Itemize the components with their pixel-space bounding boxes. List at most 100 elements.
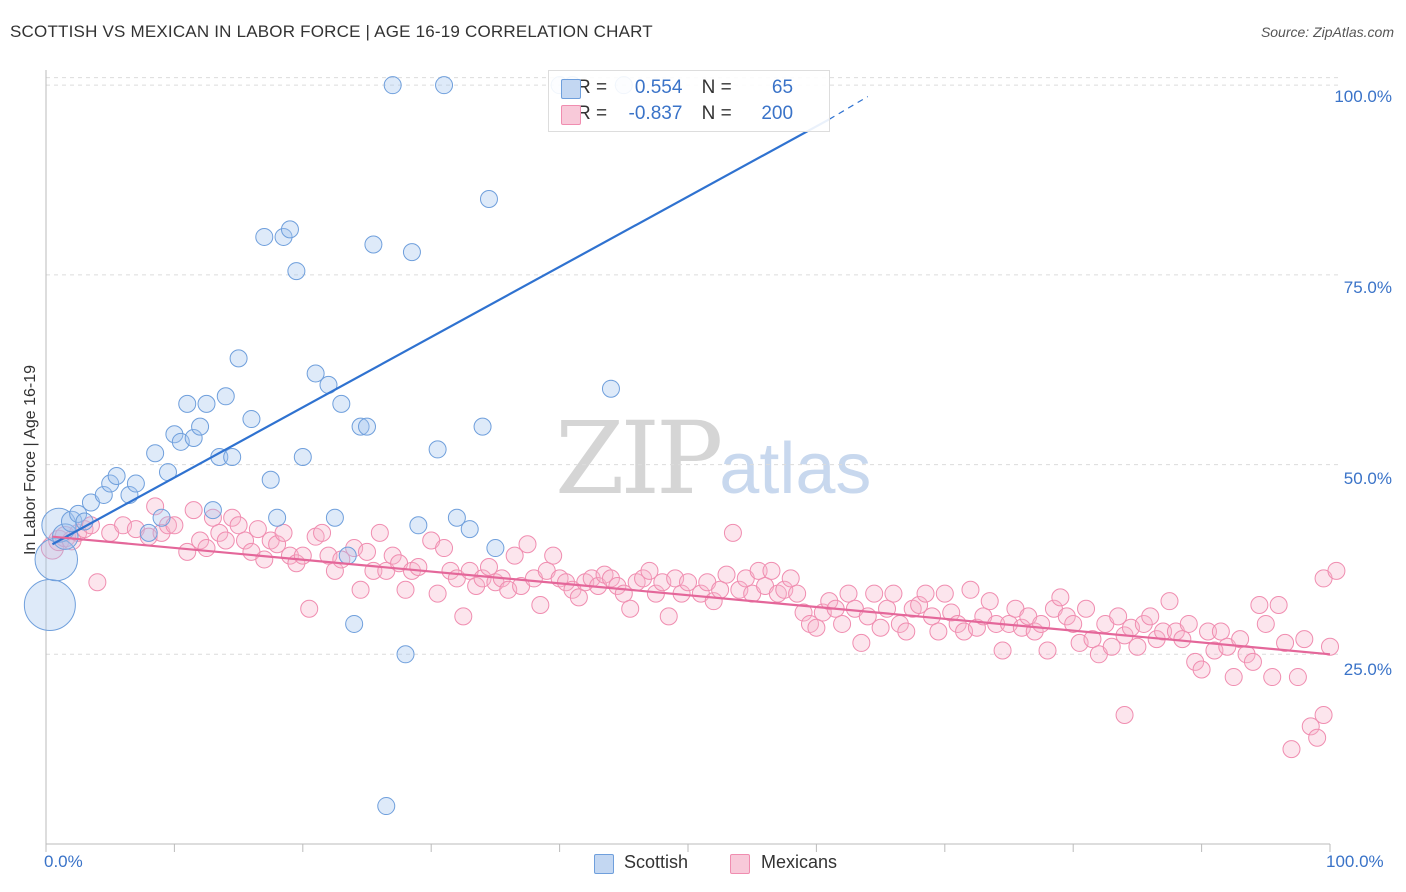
mexican-point	[1211, 622, 1230, 641]
mexican-point	[1276, 633, 1295, 652]
scottish-point	[402, 243, 421, 262]
mexican-point	[608, 577, 627, 595]
scottish-point	[165, 425, 184, 444]
mexican-point	[1032, 614, 1051, 633]
scottish-point	[216, 387, 235, 406]
mexican-point	[191, 531, 210, 550]
mexican-point	[1077, 599, 1096, 618]
mexicans-swatch	[561, 105, 581, 125]
mexican-point	[1115, 706, 1134, 724]
x-tick-label-max: 100.0%	[1326, 852, 1384, 871]
scottish-point	[460, 520, 479, 539]
mexican-point	[300, 599, 319, 618]
mexican-point	[833, 614, 852, 633]
mexican-point	[358, 542, 376, 561]
mexican-point	[1288, 668, 1307, 687]
mexican-point	[621, 599, 640, 618]
mexican-point	[659, 607, 678, 626]
mexican-point	[1057, 607, 1076, 626]
mexican-point	[865, 584, 884, 603]
mexican-point	[454, 607, 473, 626]
r-value: 0.554	[634, 77, 683, 98]
mexican-point	[634, 569, 653, 588]
mexican-point	[409, 558, 428, 577]
scottish-point	[101, 474, 120, 493]
mexican-point	[236, 531, 255, 550]
mexican-point	[210, 523, 229, 542]
mexican-point	[313, 523, 332, 542]
y-tick-label-50: 50.0%	[1343, 469, 1392, 488]
legend-row-scottish: R = 0.554 N = 65	[561, 77, 793, 99]
mexican-point	[839, 584, 858, 603]
mexican-point	[749, 561, 768, 580]
mexican-point	[435, 539, 454, 558]
mexican-point	[1186, 652, 1205, 671]
mexican-point	[1282, 740, 1301, 759]
mexican-point	[993, 641, 1012, 660]
mexican-point	[781, 569, 800, 588]
scottish-point	[364, 235, 383, 254]
mexican-point	[467, 577, 486, 595]
mexican-point	[717, 565, 736, 584]
scottish-point	[197, 394, 216, 413]
mexican-point	[788, 584, 807, 603]
r-label: R =	[577, 103, 608, 124]
mexican-point	[203, 508, 222, 527]
mexican-point	[820, 592, 839, 611]
mexican-point	[679, 573, 697, 592]
mexican-point	[871, 618, 890, 637]
scottish-point	[479, 190, 498, 208]
scottish-point	[223, 448, 242, 466]
mexican-point	[1051, 588, 1070, 607]
scottish-point	[351, 417, 370, 436]
mexican-point	[370, 523, 389, 542]
mexican-point	[268, 535, 287, 554]
source-label: Source: ZipAtlas.com	[1260, 24, 1394, 40]
mexican-point	[1192, 660, 1211, 679]
scottish-legend-swatch	[594, 854, 614, 874]
scottish-point	[242, 410, 261, 429]
correlation-legend: R = 0.554 N = 65 R = -0.837 N = 200	[548, 70, 830, 132]
mexican-point	[229, 516, 248, 535]
scottish-point	[203, 501, 222, 520]
scottish-point	[255, 227, 274, 246]
scottish-swatch	[561, 79, 581, 99]
scottish-point	[280, 220, 299, 239]
mexican-point	[852, 633, 871, 652]
mexican-point	[1083, 630, 1102, 649]
scottish-point	[126, 474, 145, 493]
scottish-point	[139, 523, 158, 542]
mexican-point	[383, 546, 402, 565]
scottish-point	[184, 429, 203, 448]
y-tick-label-100: 100.0%	[1334, 87, 1392, 106]
mexican-point	[1269, 595, 1288, 614]
mexican-point	[967, 618, 986, 637]
mexican-point	[184, 501, 203, 520]
scottish-point	[152, 508, 171, 527]
mexican-point	[794, 603, 813, 622]
scottish-point	[435, 76, 454, 95]
scottish-trend-line	[51, 118, 830, 546]
mexican-point	[723, 523, 742, 542]
mexican-trend-line	[52, 535, 1331, 656]
scottish-point	[601, 379, 620, 398]
mexican-point	[929, 622, 948, 641]
mexican-point	[1256, 614, 1275, 633]
scottish-point	[428, 440, 447, 459]
scottish-point	[261, 470, 280, 489]
mexican-point	[1314, 706, 1333, 724]
mexican-point	[223, 508, 242, 527]
scottish-point	[229, 349, 248, 368]
mexican-point	[1141, 607, 1160, 626]
scottish-point	[23, 578, 76, 631]
mexican-point	[961, 580, 980, 599]
mexican-point	[158, 516, 177, 535]
scottish-point	[178, 394, 197, 413]
scottish-point	[293, 448, 312, 466]
mexican-point	[1102, 637, 1121, 656]
scottish-point	[94, 485, 113, 504]
scottish-point	[345, 614, 364, 633]
mexican-point	[146, 497, 165, 516]
mexican-point	[1250, 595, 1269, 614]
mexicans-legend-swatch	[730, 854, 750, 874]
